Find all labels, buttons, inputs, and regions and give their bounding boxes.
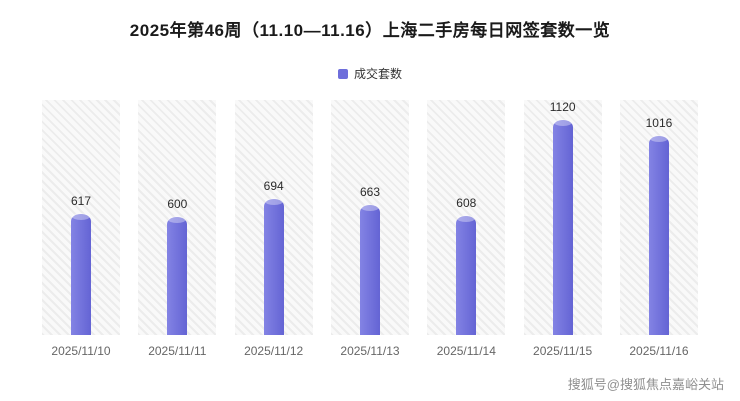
bar-value-label: 617 [70, 194, 92, 208]
chart-column: 1120 2025/11/15 [523, 100, 602, 358]
page-title: 2025年第46周（11.10—11.16）上海二手房每日网签套数一览 [129, 21, 611, 40]
bar [71, 213, 91, 335]
bar-value-label: 663 [359, 185, 380, 199]
bar [456, 215, 477, 335]
legend-label: 成交套数 [353, 67, 402, 81]
bar [552, 119, 573, 335]
bar-value-label: 600 [167, 197, 188, 211]
x-axis-label: 2025/11/13 [340, 344, 400, 358]
bar-chart: 617 2025/11/10 600 2025/11/11 694 2025/11/12 6… [0, 100, 740, 358]
chart-column: 663 2025/11/13 [330, 100, 409, 358]
column-hatch-background: 663 [330, 100, 409, 335]
x-axis-label: 2025/11/14 [436, 344, 496, 358]
x-axis-label: 2025/11/11 [148, 344, 207, 358]
bar [263, 198, 284, 335]
column-hatch-background: 694 [234, 100, 313, 335]
chart-column: 1016 2025/11/16 [619, 100, 698, 358]
chart-column: 608 2025/11/14 [427, 100, 506, 358]
chart-legend: 成交套数 [0, 65, 740, 82]
chart-column: 617 2025/11/10 [42, 100, 120, 358]
column-hatch-background: 1016 [619, 100, 698, 335]
bar-value-label: 1016 [645, 116, 673, 130]
column-hatch-background: 608 [427, 100, 506, 335]
bar [359, 204, 380, 335]
chart-column: 600 2025/11/11 [138, 100, 217, 358]
bar [167, 216, 188, 335]
x-axis-label: 2025/11/12 [244, 344, 304, 358]
x-axis-label: 2025/11/10 [51, 344, 111, 358]
chart-column: 694 2025/11/12 [234, 100, 313, 358]
bar-value-label: 1120 [549, 100, 576, 114]
column-hatch-background: 1120 [523, 100, 602, 335]
x-axis-label: 2025/11/15 [533, 344, 593, 358]
watermark: 搜狐号@搜狐焦点嘉峪关站 [567, 377, 724, 392]
bar-value-label: 608 [456, 196, 477, 210]
x-axis-label: 2025/11/16 [629, 344, 689, 358]
column-hatch-background: 600 [138, 100, 217, 335]
legend-swatch-icon [337, 68, 348, 79]
column-hatch-background: 617 [42, 100, 120, 335]
bar-value-label: 694 [263, 179, 284, 193]
bar [648, 135, 669, 335]
